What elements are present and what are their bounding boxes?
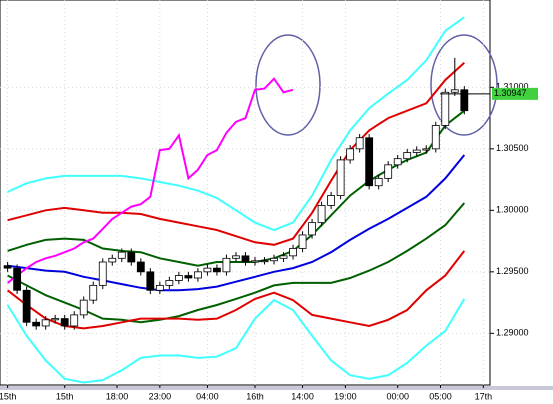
candle-body	[384, 164, 393, 179]
x-tick-label: 05:00	[429, 391, 452, 401]
plot-frame	[0, 0, 491, 386]
band-line	[6, 250, 466, 330]
candle-body	[289, 248, 297, 257]
band-line	[7, 154, 466, 292]
candle-body	[431, 125, 440, 150]
candle-body	[203, 267, 212, 273]
candle-body	[346, 148, 355, 161]
candle-body	[165, 280, 174, 286]
candle-body	[32, 321, 41, 327]
highlight-circle	[255, 34, 321, 136]
x-tick-label: 15th	[56, 391, 74, 401]
candle-body	[317, 205, 326, 224]
candle-body	[450, 89, 459, 93]
candle-body	[327, 195, 336, 206]
candle-body	[222, 257, 231, 273]
y-tick-label: 1.30500	[496, 143, 529, 153]
highlight-circle	[430, 34, 498, 136]
band-line	[6, 298, 466, 384]
candle-body	[422, 148, 431, 151]
candle-body	[213, 267, 221, 273]
scroll-bar[interactable]	[0, 386, 553, 390]
candle-body	[108, 257, 117, 263]
candle-body	[3, 265, 12, 269]
x-tick-label: 19:00	[334, 391, 357, 401]
candle-body	[70, 314, 79, 327]
x-tick-label: 17th	[475, 391, 493, 401]
candle-body	[117, 251, 126, 259]
candle-body	[51, 318, 60, 321]
candle-body	[89, 284, 98, 301]
candle-body	[232, 255, 240, 259]
candle-body	[241, 255, 250, 263]
candle-body	[412, 149, 421, 153]
candle-body	[460, 89, 469, 112]
candle-body	[41, 319, 50, 327]
candle-body	[298, 234, 307, 249]
x-tick-label: 15th	[0, 391, 16, 401]
candle-body	[251, 260, 259, 263]
candle-body	[355, 137, 364, 150]
x-tick-label: 23:00	[149, 391, 172, 401]
x-tick-label: 04:00	[196, 391, 219, 401]
candle-body	[441, 91, 450, 126]
candle-body	[336, 159, 345, 196]
candle-body	[174, 275, 183, 281]
candle-body	[79, 299, 88, 316]
band-line	[7, 16, 465, 232]
candle-body	[60, 318, 69, 327]
y-tick-label: 1.29000	[496, 328, 529, 338]
x-tick-label: 14:00	[291, 391, 314, 401]
x-tick-label: 00:00	[386, 391, 409, 401]
candle-body	[308, 222, 316, 236]
band-line	[7, 61, 465, 246]
last-price-box	[492, 87, 538, 100]
last-price-label: 1.30947	[494, 88, 527, 98]
candle-body	[127, 251, 136, 263]
candle-body	[365, 137, 374, 187]
candle-body	[374, 177, 383, 187]
band-line	[6, 77, 294, 284]
candle-body	[98, 261, 107, 286]
x-tick-label: 16th	[246, 391, 264, 401]
candle-body	[146, 271, 155, 291]
candle-body	[393, 158, 402, 166]
y-tick-label: 1.30000	[496, 205, 529, 215]
candle-body	[403, 152, 412, 160]
candle-body	[22, 289, 31, 323]
y-tick-label: 1.29500	[496, 266, 529, 276]
y-tick-label: 1.31000	[496, 82, 529, 92]
candle-body	[136, 261, 145, 273]
x-tick-label: 18:00	[106, 391, 129, 401]
candle-body	[155, 284, 164, 291]
candle-body	[194, 271, 202, 279]
candle-body	[270, 257, 278, 262]
candle-body	[279, 255, 288, 259]
candle-body	[13, 267, 22, 291]
candle-body	[260, 260, 269, 263]
candle-body	[184, 275, 193, 279]
